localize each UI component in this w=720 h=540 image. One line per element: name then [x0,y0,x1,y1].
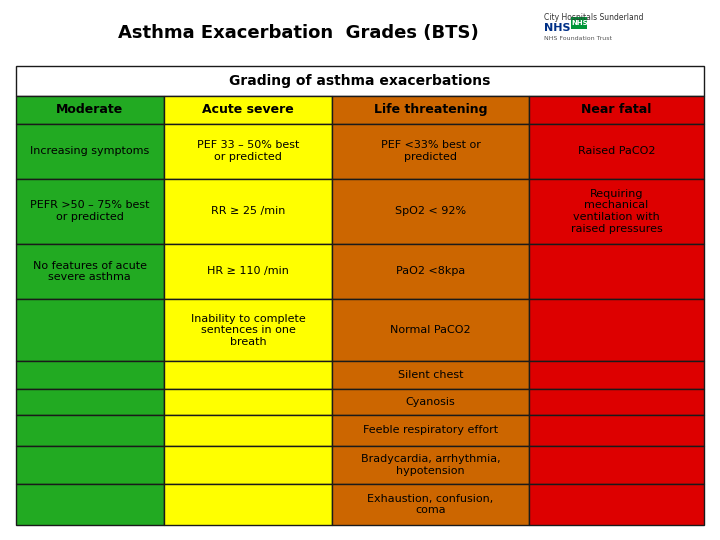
Bar [528,415,704,445]
Bar [164,179,333,244]
Bar [528,446,704,484]
Text: RR ≥ 25 /min: RR ≥ 25 /min [211,206,285,217]
Bar [333,389,528,415]
Bar [333,299,528,361]
Text: NHS: NHS [544,23,570,33]
Bar [16,389,164,415]
Text: Exhaustion, confusion,
coma: Exhaustion, confusion, coma [367,494,494,515]
Bar [16,299,164,361]
Bar [333,179,528,244]
Text: NHS: NHS [572,19,588,26]
Text: SpO2 < 92%: SpO2 < 92% [395,206,466,217]
Bar [164,389,333,415]
Bar [16,446,164,484]
Text: Life threatening: Life threatening [374,103,487,116]
Bar [333,96,528,124]
Text: NHS Foundation Trust: NHS Foundation Trust [544,36,611,41]
Bar [164,446,333,484]
Bar [528,299,704,361]
Text: Moderate: Moderate [56,103,123,116]
Bar [528,389,704,415]
Text: Asthma Exacerbation  Grades (BTS): Asthma Exacerbation Grades (BTS) [118,24,480,42]
Bar [571,17,587,29]
Text: Bradycardia, arrhythmia,
hypotension: Bradycardia, arrhythmia, hypotension [361,454,500,476]
Bar [164,124,333,179]
Bar [164,361,333,389]
Text: Increasing symptoms: Increasing symptoms [30,146,150,156]
Bar [528,124,704,179]
Text: PEF <33% best or
predicted: PEF <33% best or predicted [381,140,480,162]
Text: Near fatal: Near fatal [581,103,652,116]
Bar [164,244,333,299]
Bar [16,484,164,525]
Bar [164,299,333,361]
Bar [16,361,164,389]
Text: Inability to complete
sentences in one
breath: Inability to complete sentences in one b… [191,314,305,347]
Text: Raised PaCO2: Raised PaCO2 [577,146,655,156]
Text: PEFR >50 – 75% best
or predicted: PEFR >50 – 75% best or predicted [30,200,150,222]
Bar [16,415,164,445]
Bar [333,415,528,445]
Text: No features of acute
severe asthma: No features of acute severe asthma [33,260,147,282]
Text: HR ≥ 110 /min: HR ≥ 110 /min [207,266,289,276]
Bar [164,96,333,124]
Bar [333,361,528,389]
Bar [16,244,164,299]
Text: City Hospitals Sunderland: City Hospitals Sunderland [544,14,643,23]
Text: Cyanosis: Cyanosis [405,397,456,407]
Bar [528,484,704,525]
Bar [16,124,164,179]
Text: Feeble respiratory effort: Feeble respiratory effort [363,426,498,435]
Bar [333,446,528,484]
Bar [333,244,528,299]
Text: Normal PaCO2: Normal PaCO2 [390,325,471,335]
Bar [528,361,704,389]
Text: Acute severe: Acute severe [202,103,294,116]
Text: Silent chest: Silent chest [398,370,463,380]
Bar [333,484,528,525]
Text: Requiring
mechanical
ventilation with
raised pressures: Requiring mechanical ventilation with ra… [570,189,662,234]
Bar [16,179,164,244]
Bar [16,96,164,124]
Bar [16,66,704,96]
Bar [164,415,333,445]
Bar [528,96,704,124]
Bar [528,179,704,244]
Bar [164,484,333,525]
Text: Grading of asthma exacerbations: Grading of asthma exacerbations [229,74,491,88]
Text: PEF 33 – 50% best
or predicted: PEF 33 – 50% best or predicted [197,140,300,162]
Bar [528,244,704,299]
Bar [333,124,528,179]
Text: PaO2 <8kpa: PaO2 <8kpa [396,266,465,276]
